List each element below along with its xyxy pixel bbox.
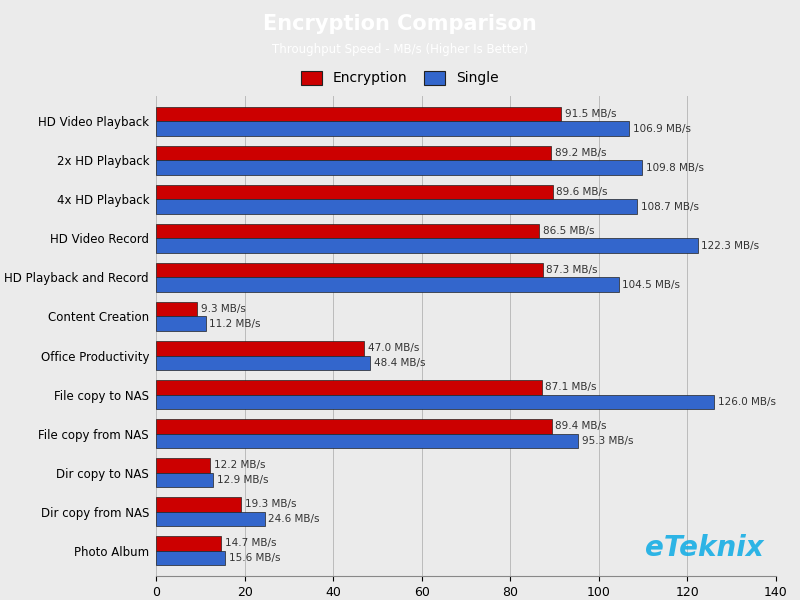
Bar	[156, 551, 225, 565]
Text: 104.5 MB/s: 104.5 MB/s	[622, 280, 680, 290]
Text: Throughput Speed - MB/s (Higher Is Better): Throughput Speed - MB/s (Higher Is Bette…	[272, 43, 528, 56]
Bar	[156, 277, 618, 292]
Bar	[156, 302, 197, 316]
Text: Encryption Comparison: Encryption Comparison	[263, 14, 537, 34]
Bar	[156, 536, 221, 551]
Bar	[156, 380, 542, 395]
Text: 91.5 MB/s: 91.5 MB/s	[565, 109, 616, 119]
Text: 15.6 MB/s: 15.6 MB/s	[229, 553, 280, 563]
Text: 89.2 MB/s: 89.2 MB/s	[554, 148, 606, 158]
Bar	[156, 263, 542, 277]
Bar	[156, 199, 638, 214]
Text: 47.0 MB/s: 47.0 MB/s	[368, 343, 419, 353]
Text: 109.8 MB/s: 109.8 MB/s	[646, 163, 704, 173]
Text: 14.7 MB/s: 14.7 MB/s	[225, 538, 276, 548]
Bar	[156, 185, 553, 199]
Bar	[156, 160, 642, 175]
Bar	[156, 473, 213, 487]
Text: 11.2 MB/s: 11.2 MB/s	[209, 319, 261, 329]
Text: 89.6 MB/s: 89.6 MB/s	[556, 187, 608, 197]
Text: 24.6 MB/s: 24.6 MB/s	[269, 514, 320, 524]
Text: 86.5 MB/s: 86.5 MB/s	[542, 226, 594, 236]
Legend: Encryption, Single: Encryption, Single	[295, 65, 505, 91]
Bar	[156, 121, 630, 136]
Text: eTeknix: eTeknix	[645, 533, 763, 562]
Text: 126.0 MB/s: 126.0 MB/s	[718, 397, 775, 407]
Text: 122.3 MB/s: 122.3 MB/s	[701, 241, 759, 251]
Text: 12.9 MB/s: 12.9 MB/s	[217, 475, 268, 485]
Text: 19.3 MB/s: 19.3 MB/s	[245, 499, 297, 509]
Bar	[156, 497, 242, 512]
Bar	[156, 434, 578, 448]
Bar	[156, 107, 562, 121]
Text: 87.3 MB/s: 87.3 MB/s	[546, 265, 598, 275]
Text: 48.4 MB/s: 48.4 MB/s	[374, 358, 426, 368]
Bar	[156, 341, 364, 356]
Bar	[156, 146, 551, 160]
Bar	[156, 395, 714, 409]
Bar	[156, 316, 206, 331]
Text: 106.9 MB/s: 106.9 MB/s	[633, 124, 691, 134]
Bar	[156, 224, 539, 238]
Text: 12.2 MB/s: 12.2 MB/s	[214, 460, 265, 470]
Bar	[156, 238, 698, 253]
Bar	[156, 512, 265, 526]
Text: 9.3 MB/s: 9.3 MB/s	[201, 304, 246, 314]
Text: 108.7 MB/s: 108.7 MB/s	[641, 202, 699, 212]
Bar	[156, 458, 210, 473]
Text: 89.4 MB/s: 89.4 MB/s	[555, 421, 607, 431]
Bar	[156, 419, 552, 434]
Bar	[156, 356, 370, 370]
Text: 95.3 MB/s: 95.3 MB/s	[582, 436, 633, 446]
Text: 87.1 MB/s: 87.1 MB/s	[546, 382, 597, 392]
